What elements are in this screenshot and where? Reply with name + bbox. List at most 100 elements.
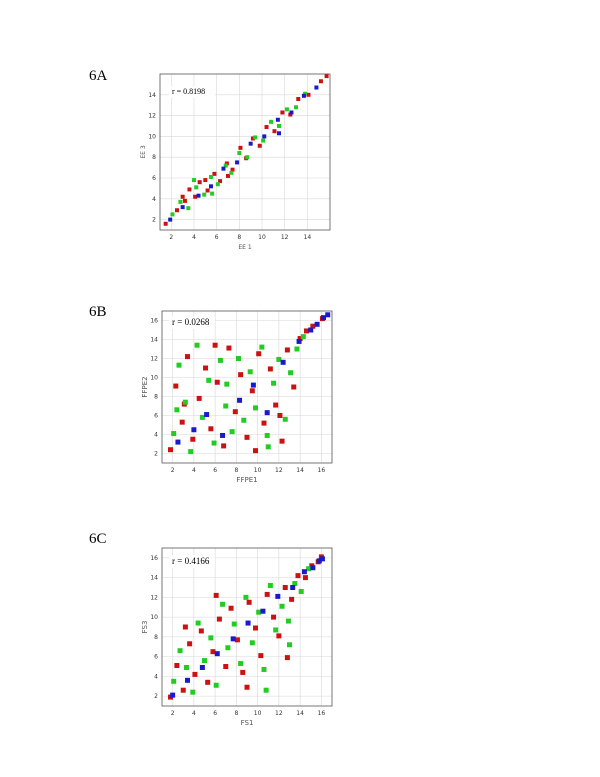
data-point-red bbox=[163, 221, 168, 226]
data-point-green bbox=[300, 334, 306, 340]
data-point-green bbox=[237, 151, 242, 156]
data-point-green bbox=[199, 414, 205, 420]
data-point-green bbox=[211, 440, 217, 446]
data-point-blue bbox=[301, 93, 306, 98]
annotation-background bbox=[169, 555, 215, 568]
data-points bbox=[168, 312, 331, 455]
data-point-blue bbox=[220, 432, 226, 438]
data-point-red bbox=[282, 585, 288, 590]
y-tick-label: 10 bbox=[150, 614, 158, 621]
y-tick-label: 16 bbox=[150, 555, 158, 562]
data-point-green bbox=[194, 342, 200, 348]
data-point-red bbox=[284, 347, 290, 353]
data-point-red bbox=[271, 614, 277, 620]
data-point-green bbox=[210, 191, 215, 196]
data-point-green bbox=[261, 666, 267, 672]
plot-frame bbox=[161, 547, 333, 707]
data-point-red bbox=[246, 599, 252, 605]
data-point-blue bbox=[289, 110, 294, 115]
data-point-blue bbox=[250, 382, 256, 388]
data-point-green bbox=[261, 138, 266, 143]
data-point-blue bbox=[221, 166, 226, 171]
data-point-red bbox=[244, 684, 250, 690]
data-point-red bbox=[190, 436, 196, 442]
data-point-red bbox=[249, 388, 255, 394]
data-point-green bbox=[267, 583, 273, 589]
x-axis-title: FFPE1 bbox=[236, 476, 257, 484]
data-point-red bbox=[205, 188, 210, 193]
data-point-green bbox=[284, 107, 289, 112]
data-point-green bbox=[271, 380, 277, 386]
data-point-blue bbox=[185, 677, 190, 683]
y-tick-label: 6 bbox=[154, 654, 158, 661]
data-point-green bbox=[288, 370, 294, 376]
x-tick-label: 16 bbox=[318, 710, 326, 717]
data-point-red bbox=[180, 194, 185, 199]
data-point-red bbox=[203, 365, 209, 371]
data-points bbox=[163, 74, 329, 226]
y-tick-label: 12 bbox=[150, 594, 158, 601]
y-tick-label: 10 bbox=[150, 375, 158, 382]
data-point-red bbox=[272, 129, 277, 134]
x-tick-label: 4 bbox=[192, 234, 196, 241]
y-tick-label: 8 bbox=[152, 154, 156, 161]
y-tick-label: 2 bbox=[154, 451, 158, 458]
x-axis-title: EE 1 bbox=[238, 244, 251, 251]
data-point-green bbox=[224, 381, 230, 387]
data-point-green bbox=[220, 601, 226, 607]
data-point-red bbox=[295, 573, 301, 579]
data-point-red bbox=[218, 179, 223, 184]
correlation-annotation: r = 0.0268 bbox=[172, 317, 210, 327]
data-points bbox=[168, 554, 325, 700]
y-tick-label: 6 bbox=[154, 413, 158, 420]
data-point-green bbox=[171, 431, 177, 437]
data-point-red bbox=[228, 605, 234, 611]
y-tick-label: 10 bbox=[148, 133, 156, 140]
y-axis-title: EE 3 bbox=[140, 145, 147, 158]
data-point-green bbox=[231, 621, 237, 627]
data-point-green bbox=[287, 642, 292, 648]
data-point-green bbox=[202, 192, 207, 197]
data-point-green bbox=[269, 119, 274, 124]
data-point-green bbox=[298, 588, 304, 594]
data-point-blue bbox=[262, 134, 267, 139]
data-point-red bbox=[256, 351, 262, 357]
data-point-green bbox=[177, 648, 183, 654]
x-tick-label: 2 bbox=[169, 234, 173, 241]
x-tick-label: 10 bbox=[254, 710, 262, 717]
data-point-green bbox=[178, 199, 183, 204]
y-tick-label: 2 bbox=[154, 693, 158, 700]
data-point-red bbox=[234, 637, 240, 643]
plot-area bbox=[162, 311, 332, 463]
data-point-red bbox=[226, 345, 232, 351]
panel-label-6b: 6B bbox=[89, 304, 107, 320]
data-point-green bbox=[241, 417, 247, 423]
data-point-blue bbox=[316, 558, 322, 564]
x-tick-label: 12 bbox=[281, 234, 289, 241]
data-point-red bbox=[253, 448, 258, 454]
data-point-red bbox=[284, 655, 290, 661]
x-tick-label: 14 bbox=[296, 710, 304, 717]
data-point-green bbox=[183, 664, 189, 670]
data-point-green bbox=[264, 432, 270, 438]
data-point-red bbox=[238, 372, 244, 378]
data-point-red bbox=[253, 625, 258, 631]
data-point-blue bbox=[235, 160, 240, 165]
data-point-red bbox=[306, 92, 311, 97]
data-point-red bbox=[324, 74, 329, 79]
data-point-green bbox=[243, 594, 249, 600]
panel-label-6a: 6A bbox=[89, 68, 108, 84]
y-tick-label: 8 bbox=[154, 394, 158, 401]
data-point-red bbox=[296, 96, 301, 101]
data-point-red bbox=[213, 592, 219, 598]
annotation-background bbox=[169, 86, 215, 98]
data-point-blue bbox=[260, 608, 266, 614]
data-point-red bbox=[168, 447, 173, 453]
data-point-green bbox=[176, 362, 182, 368]
x-tick-label: 8 bbox=[237, 234, 241, 241]
data-point-blue bbox=[214, 651, 220, 657]
data-point-green bbox=[294, 105, 298, 110]
data-point-green bbox=[245, 155, 250, 160]
data-point-blue bbox=[237, 397, 243, 403]
data-point-green bbox=[217, 357, 223, 363]
